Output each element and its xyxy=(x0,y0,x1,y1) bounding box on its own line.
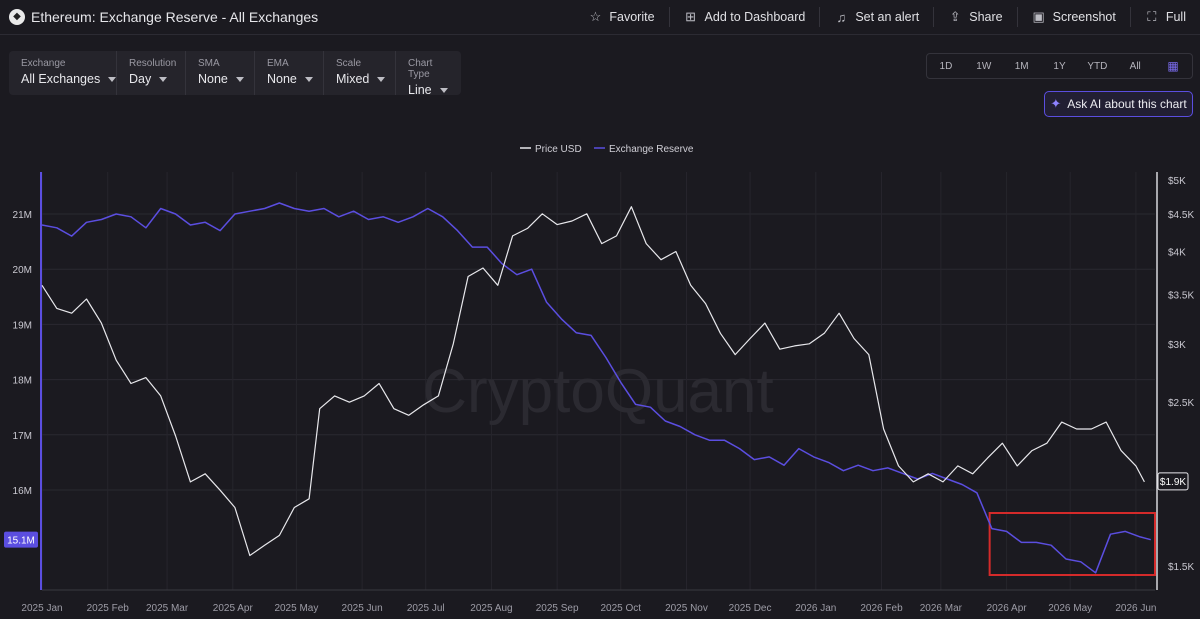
bell-icon: ♫ xyxy=(836,9,847,25)
left-tick-label: 19M xyxy=(13,320,32,331)
add-dashboard-icon: ⊞ xyxy=(685,9,696,24)
right-tick-label: $2.5K xyxy=(1168,398,1194,409)
set-alert-button[interactable]: ♫ Set an alert xyxy=(819,7,933,27)
x-tick-label: 2025 Apr xyxy=(213,603,254,614)
camera-icon: ▣ xyxy=(1032,9,1045,24)
scale-select[interactable]: Scale Mixed xyxy=(324,51,396,95)
right-tick-label: $3K xyxy=(1168,340,1186,351)
x-tick-label: 2026 Apr xyxy=(987,603,1028,614)
x-tick-label: 2025 Mar xyxy=(146,603,189,614)
caret-down-icon xyxy=(159,77,168,83)
chart-type-select[interactable]: Chart Type Line xyxy=(396,51,461,97)
left-tick-label: 21M xyxy=(13,210,32,221)
share-button[interactable]: ⇪ Share xyxy=(933,7,1016,27)
highlight-box xyxy=(988,512,1157,576)
x-tick-label: 2026 May xyxy=(1048,603,1092,614)
exchange-select[interactable]: Exchange All Exchanges xyxy=(9,51,117,95)
x-tick-label: 2025 Jun xyxy=(342,603,383,614)
right-tick-label: $3.5K xyxy=(1168,290,1194,301)
range-ytd[interactable]: YTD xyxy=(1087,60,1108,72)
header-actions: ☆ Favorite ⊞ Add to Dashboard ♫ Set an aler… xyxy=(574,0,1200,34)
legend-reserve-label: Exchange Reserve xyxy=(609,144,694,155)
top-bar: ◆ Ethereum: Exchange Reserve - All Excha… xyxy=(0,0,1200,35)
left-tick-label: 16M xyxy=(13,486,32,497)
x-tick-label: 2025 Feb xyxy=(87,603,130,614)
resolution-select[interactable]: Resolution Day xyxy=(117,51,186,95)
caret-down-icon xyxy=(377,77,386,83)
caret-down-icon xyxy=(235,77,244,83)
share-icon: ⇪ xyxy=(949,9,961,24)
x-tick-label: 2025 Jan xyxy=(21,603,62,614)
right-tick-label: $5K xyxy=(1168,176,1186,187)
chart-controls: Exchange All Exchanges Resolution Day SMA N… xyxy=(9,51,461,97)
range-1y[interactable]: 1Y xyxy=(1053,60,1066,72)
left-tick-label: 17M xyxy=(13,431,32,442)
x-tick-label: 2025 Oct xyxy=(600,603,641,614)
left-tick-label: 18M xyxy=(13,376,32,387)
price-usd-line xyxy=(41,206,1145,557)
x-tick-label: 2025 Nov xyxy=(665,603,708,614)
fullscreen-icon: ⛶ xyxy=(1147,9,1157,24)
reserve-value-badge xyxy=(4,531,38,548)
sma-select[interactable]: SMA None xyxy=(186,51,255,95)
favorite-button[interactable]: ☆ Favorite xyxy=(589,9,655,24)
star-icon: ☆ xyxy=(589,9,602,24)
add-to-dashboard-button[interactable]: ⊞ Add to Dashboard xyxy=(668,7,820,27)
sparkle-icon: ✦ xyxy=(1050,96,1062,111)
caret-down-icon xyxy=(304,77,313,83)
fullscreen-button[interactable]: ⛶ Full xyxy=(1129,7,1200,27)
range-1d[interactable]: 1D xyxy=(939,60,953,72)
ethereum-logo-icon: ◆ xyxy=(9,9,25,25)
price-value-label: $1.9K xyxy=(1160,477,1186,488)
right-tick-label: $4.5K xyxy=(1168,210,1194,221)
screenshot-button[interactable]: ▣ Screenshot xyxy=(1016,7,1130,27)
x-tick-label: 2026 Feb xyxy=(860,603,903,614)
x-tick-label: 2026 Jan xyxy=(795,603,836,614)
x-tick-label: 2025 May xyxy=(274,603,318,614)
x-tick-label: 2025 Dec xyxy=(729,603,772,614)
x-tick-label: 2026 Mar xyxy=(920,603,963,614)
legend-price-label: Price USD xyxy=(535,144,582,155)
exchange-reserve-line xyxy=(41,202,1151,574)
page-title: Ethereum: Exchange Reserve - All Exchang… xyxy=(31,9,319,25)
range-selector: 1D 1W 1M 1Y YTD All ▦ xyxy=(926,53,1193,79)
right-tick-label: $4K xyxy=(1168,248,1186,259)
ask-ai-button[interactable]: ✦ Ask AI about this chart xyxy=(1044,91,1193,117)
range-all[interactable]: All xyxy=(1129,60,1141,72)
ema-select[interactable]: EMA None xyxy=(255,51,324,95)
watermark: CryptoQuant xyxy=(422,357,774,426)
x-tick-label: 2026 Jun xyxy=(1115,603,1156,614)
range-1w[interactable]: 1W xyxy=(976,60,992,72)
x-tick-label: 2025 Aug xyxy=(470,603,512,614)
left-tick-label: 20M xyxy=(13,265,32,276)
price-value-badge xyxy=(1157,472,1189,491)
caret-down-icon xyxy=(439,88,448,94)
range-1m[interactable]: 1M xyxy=(1014,60,1029,72)
x-tick-label: 2025 Sep xyxy=(536,603,579,614)
x-tick-label: 2025 Jul xyxy=(407,603,445,614)
right-tick-label: $1.5K xyxy=(1168,562,1194,573)
caret-down-icon xyxy=(108,77,117,83)
reserve-value-label: 15.1M xyxy=(7,536,35,547)
calendar-icon[interactable]: ▦ xyxy=(1167,59,1179,73)
